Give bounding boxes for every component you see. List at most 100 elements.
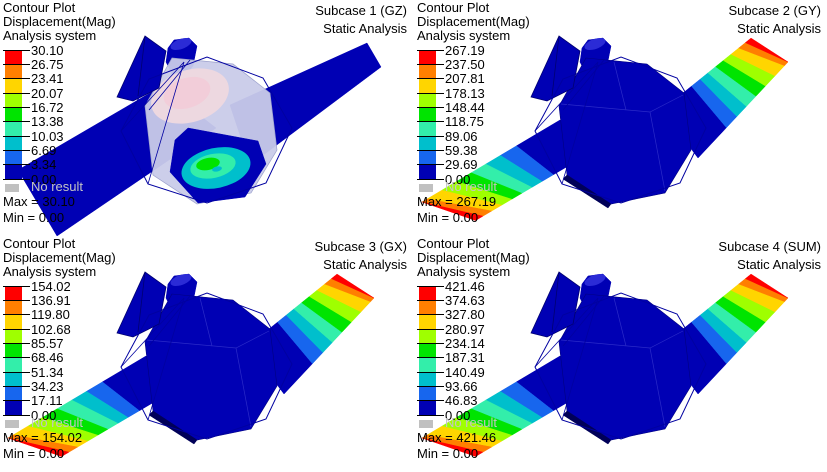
subcase-header: Subcase 3 (GX) Static Analysis: [315, 238, 408, 274]
legend-tick: [3, 121, 30, 123]
satellite-model: [17, 35, 382, 236]
analysis-type-label: Static Analysis: [737, 257, 821, 272]
legend-value: 178.13: [445, 85, 485, 101]
subcase-title: Subcase 2 (GY): [728, 3, 822, 18]
legend-color-band: [419, 150, 436, 165]
legend-color-band: [419, 164, 436, 179]
legend-value: 20.07: [31, 85, 64, 101]
no-result-swatch: [5, 420, 19, 428]
legend-color-band: [5, 372, 22, 387]
legend-tick: [3, 164, 30, 166]
legend-value: 6.69: [31, 142, 57, 158]
legend-tick: [3, 299, 30, 301]
legend-color-band: [419, 357, 436, 372]
contour-info-block: Contour Plot Displacement(Mag) Analysis …: [3, 1, 116, 43]
legend-value: 34.23: [31, 378, 64, 394]
legend-tick: [417, 328, 444, 330]
contour-legend: 154.02 136.91 119.80 102.68 85.57 68.46 51.34 3…: [0, 236, 120, 472]
legend-tick: [3, 149, 30, 151]
legend-tick: [417, 314, 444, 316]
legend-tick: [3, 414, 30, 416]
max-value-label: Max = 421.46: [417, 430, 497, 445]
analysis-system-label: Analysis system: [3, 28, 97, 43]
legend-tick: [417, 299, 444, 301]
legend-color-band: [419, 136, 436, 151]
subcase-title: Subcase 3 (GX): [314, 239, 408, 254]
viewport-subcase-2[interactable]: Contour Plot Displacement(Mag) Analysis …: [414, 0, 827, 236]
legend-color-band: [5, 107, 22, 122]
contour-legend: 267.19 237.50 207.81 178.13 148.44 118.75 89.0…: [414, 0, 534, 236]
legend-color-band: [5, 329, 22, 344]
legend-tick: [417, 357, 444, 359]
legend-color-band: [419, 50, 436, 65]
legend-tick: [417, 78, 444, 80]
result-type-label: Displacement(Mag): [417, 14, 530, 29]
legend-color-band: [419, 343, 436, 358]
legend-value: 136.91: [31, 292, 71, 308]
legend-value: 0.00: [445, 171, 471, 187]
legend-tick: [417, 121, 444, 123]
min-value-label: Min = 0.00: [417, 446, 479, 461]
legend-color-band: [5, 164, 22, 179]
no-result-label: No result: [445, 179, 498, 194]
legend-tick: [417, 414, 444, 416]
legend-tick: [417, 285, 444, 287]
legend-value: 68.46: [31, 350, 64, 366]
no-result-swatch: [419, 184, 433, 192]
legend-color-band: [5, 136, 22, 151]
subcase-header: Subcase 4 (SUM) Static Analysis: [718, 238, 821, 274]
no-result-label: No result: [31, 415, 84, 430]
subcase-title: Subcase 4 (SUM): [718, 239, 821, 254]
satellite-model: [421, 271, 789, 457]
viewport-subcase-1[interactable]: Contour Plot Displacement(Mag) Analysis …: [0, 0, 413, 236]
satellite-model: [421, 35, 789, 221]
viewport-subcase-3[interactable]: Contour Plot Displacement(Mag) Analysis …: [0, 236, 413, 472]
contour-plot-label: Contour Plot: [3, 0, 76, 15]
legend-value: 13.38: [31, 114, 64, 130]
legend-color-band: [5, 357, 22, 372]
legend-tick: [417, 49, 444, 51]
result-type-label: Displacement(Mag): [417, 250, 530, 265]
legend-value: 148.44: [445, 99, 485, 115]
legend-value: 46.83: [445, 393, 478, 409]
legend-value: 10.03: [31, 128, 64, 144]
legend-tick: [3, 285, 30, 287]
legend-value: 16.72: [31, 99, 64, 115]
analysis-system-label: Analysis system: [417, 264, 511, 279]
legend-value: 154.02: [31, 278, 71, 294]
legend-color-band: [5, 343, 22, 358]
legend-value: 30.10: [31, 42, 64, 58]
min-value-label: Min = 0.00: [3, 446, 65, 461]
contour-info-block: Contour Plot Displacement(Mag) Analysis …: [417, 1, 530, 43]
legend-tick: [3, 357, 30, 359]
legend-value: 374.63: [445, 292, 485, 308]
maxmin-block: Max = 154.02 Min = 0.00: [3, 431, 82, 463]
no-result-label: No result: [445, 415, 498, 430]
legend-value: 85.57: [31, 335, 64, 351]
legend-tick: [417, 106, 444, 108]
legend-tick: [3, 49, 30, 51]
legend-tick: [3, 63, 30, 65]
legend-tick: [417, 92, 444, 94]
legend-tick: [417, 371, 444, 373]
legend-tick: [3, 385, 30, 387]
analysis-type-label: Static Analysis: [737, 21, 821, 36]
legend-value: 26.75: [31, 56, 64, 72]
legend-color-band: [419, 78, 436, 93]
legend-value: 140.49: [445, 364, 485, 380]
legend-value: 207.81: [445, 71, 485, 87]
legend-tick: [417, 342, 444, 344]
legend-color-band: [5, 121, 22, 136]
legend-color-band: [419, 329, 436, 344]
legend-value: 89.06: [445, 128, 478, 144]
legend-color-band: [5, 286, 22, 301]
legend-tick: [3, 106, 30, 108]
subcase-header: Subcase 2 (GY) Static Analysis: [729, 2, 822, 38]
analysis-system-label: Analysis system: [3, 264, 97, 279]
legend-color-band: [419, 314, 436, 329]
contour-legend: 30.10 26.75 23.41 20.07 16.72 13.38 10.03 6.69 3…: [0, 0, 120, 236]
contour-legend: 421.46 374.63 327.80 280.97 234.14 187.31 140.…: [414, 236, 534, 472]
satellite-model: [7, 271, 375, 457]
viewport-subcase-4[interactable]: Contour Plot Displacement(Mag) Analysis …: [414, 236, 827, 472]
contour-plot-label: Contour Plot: [3, 236, 76, 251]
